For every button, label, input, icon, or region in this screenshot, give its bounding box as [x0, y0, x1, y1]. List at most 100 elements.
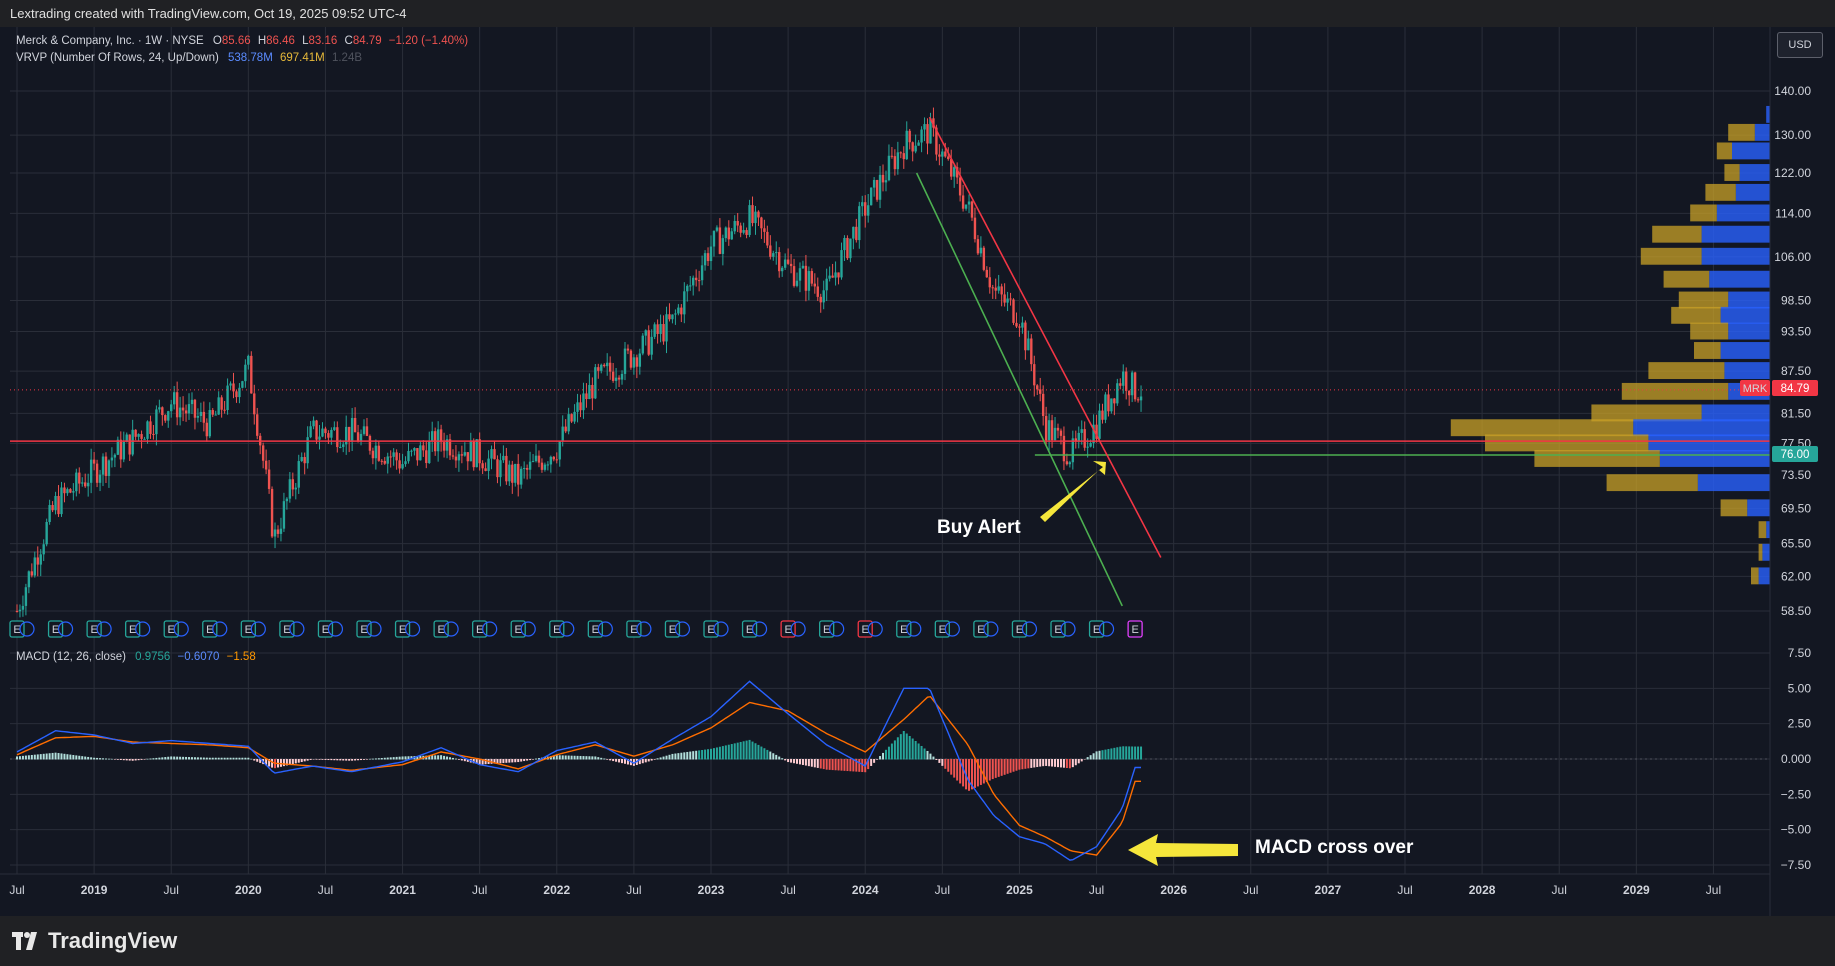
macd-histogram-bar [671, 753, 674, 760]
dividend-marker [443, 621, 459, 637]
macd-histogram-bar [790, 759, 793, 763]
candle-body [869, 187, 873, 206]
macd-histogram-bar [638, 759, 641, 765]
earnings-marker [472, 620, 488, 638]
candle-body [605, 362, 609, 367]
last-price-tag: 84.79 [1781, 383, 1810, 395]
earnings-marker-label: E [476, 624, 483, 636]
earnings-marker-label: E [630, 624, 637, 636]
tradingview-logo[interactable]: TradingView [12, 928, 177, 954]
candle-body [463, 452, 467, 456]
price-axis[interactable]: 140.00 130.00 122.00 114.00 106.00 98.50 93.50… [1769, 27, 1812, 916]
macd-histogram-bar [739, 741, 742, 760]
macd-histogram-bar [69, 754, 72, 760]
vrvp-down-bar [1728, 123, 1755, 141]
candle-body [852, 226, 855, 239]
time-tick-label: Jul [318, 883, 333, 897]
candle-body [831, 275, 834, 278]
vrvp-legend[interactable]: VRVP (Number Of Rows, 24, Up/Down) 538.7… [16, 52, 362, 64]
candle-body [1056, 427, 1060, 431]
macd-legend[interactable]: MACD (12, 26, close) 0.9756 −0.6070 −1.5… [16, 651, 256, 663]
macd-histogram-bar [1062, 759, 1065, 768]
candle-body [63, 487, 66, 494]
macd-histogram-bar [481, 759, 484, 765]
macd-histogram-bar [701, 749, 704, 760]
macd-histogram-bar [956, 759, 959, 781]
candle-body [700, 265, 704, 281]
macd-histogram-bar [449, 757, 452, 760]
candle-body [407, 450, 410, 462]
macd-histogram-bar [122, 759, 125, 761]
macd-histogram-bar [383, 757, 386, 760]
candle-body [549, 456, 553, 465]
candle-body [345, 426, 348, 445]
earnings-marker-label: E [13, 624, 20, 636]
currency-button[interactable]: USD [1777, 32, 1823, 58]
macd-histogram-bar [1039, 759, 1042, 767]
candle-body [330, 429, 333, 438]
macd-histogram-bar [303, 759, 306, 762]
macd-histogram-bar [339, 759, 342, 761]
earnings-marker-label: E [515, 624, 522, 636]
candle-body [466, 452, 470, 462]
macd-histogram-bar [416, 755, 419, 760]
macd-histogram-bar [742, 741, 745, 760]
earnings-marker [356, 620, 372, 638]
macd-histogram-bar [505, 759, 508, 763]
candle-body [170, 404, 173, 412]
earnings-marker [433, 620, 449, 638]
candle-body [766, 231, 769, 246]
candle-body [155, 409, 158, 435]
macd-histogram-bar [1054, 759, 1057, 767]
chart-credit: Lextrading created with TradingView.com,… [10, 6, 407, 21]
high-label: H [257, 35, 267, 47]
candle-body [327, 433, 330, 438]
macd-histogram-bar [312, 759, 315, 760]
vrvp-down-value: 697.41M [279, 52, 325, 64]
dividend-marker [520, 621, 536, 637]
candle-body [297, 461, 300, 488]
candle-body [217, 397, 220, 415]
macd-histogram-bar [1122, 746, 1125, 760]
price-tick-label: 58.50 [1781, 604, 1811, 618]
macd-tick-label: 5.00 [1788, 681, 1812, 695]
candle-body [152, 433, 155, 435]
macd-histogram-bar [623, 759, 626, 764]
candle-body [285, 498, 289, 502]
candle-body [1116, 383, 1119, 404]
candle-body [973, 217, 977, 240]
dividend-marker [674, 621, 691, 637]
macd-histogram-bar [146, 758, 149, 760]
trendlines[interactable] [915, 116, 1162, 607]
tradingview-chart[interactable]: E E E E E E E E E E E E E E E E E E E E E E E E E E E E E E Buy Alert… [0, 27, 1835, 916]
time-axis[interactable]: Jul 2019 Jul 2020 Jul 2021 Jul 2022 Jul 2023 Jul 20… [0, 873, 1770, 897]
horizontal-levels[interactable] [10, 389, 1770, 456]
candle-body [190, 399, 194, 405]
macd-histogram-bar [621, 759, 624, 764]
symbol-legend[interactable]: Merck & Company, Inc. · 1W · NYSE O85.66… [16, 35, 468, 47]
candle-body [611, 371, 615, 381]
macd-histogram-bar [306, 759, 309, 761]
earnings-marker-label: E [52, 624, 59, 636]
candle-body [1062, 435, 1066, 462]
macd-histogram-bar [60, 753, 63, 760]
candle-body [1083, 429, 1086, 448]
candle-body [1071, 438, 1075, 463]
candle-body [1009, 298, 1012, 300]
macd-histogram-bar [407, 756, 410, 760]
candle-body [496, 459, 499, 478]
macd-histogram-bar [976, 759, 979, 787]
candle-body [333, 427, 336, 430]
macd-histogram-bar [597, 757, 600, 760]
candle-body [709, 246, 713, 262]
macd-histogram-bar [1101, 750, 1104, 760]
time-tick-label: 2028 [1469, 883, 1496, 897]
dividend-marker [366, 621, 382, 637]
macd-histogram-bar [354, 759, 357, 761]
candle-body [119, 439, 123, 460]
macd-histogram-bar [787, 759, 790, 763]
macd-histogram-bar [152, 758, 155, 760]
vrvp-up-bar [1739, 164, 1770, 181]
macd-histogram-bar [235, 757, 238, 760]
